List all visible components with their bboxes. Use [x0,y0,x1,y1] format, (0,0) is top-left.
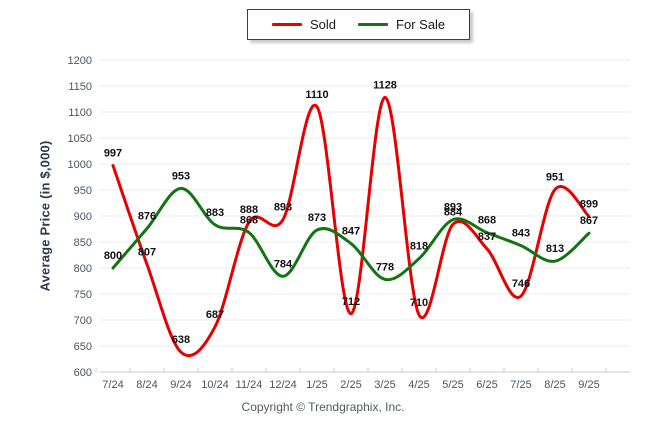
for-sale-point-label: 800 [104,250,122,262]
x-tick-label: 8/24 [136,379,157,391]
sold-point-label: 746 [512,278,530,290]
for-sale-point-label: 876 [138,210,156,222]
legend-label-for-sale: For Sale [396,17,446,32]
sold-point-label: 1128 [373,79,397,91]
y-tick-label: 950 [74,185,92,197]
x-tick-label: 2/25 [340,379,361,391]
sold-point-label: 837 [478,231,496,243]
x-tick-label: 4/25 [408,379,429,391]
for-sale-point-label: 843 [512,228,530,240]
sold-point-label: 997 [104,148,122,160]
y-tick-label: 1200 [68,55,92,67]
legend-item-for-sale: For Sale [358,17,445,32]
for-sale-point-label: 784 [274,258,293,270]
sold-point-label: 899 [580,199,598,211]
sold-point-label: 638 [172,334,190,346]
x-tick-label: 3/25 [374,379,395,391]
x-tick-label: 5/25 [442,379,463,391]
for-sale-point-label: 868 [478,215,496,227]
x-tick-label: 8/25 [544,379,565,391]
for-sale-point-label: 818 [410,241,428,253]
x-tick-label: 11/24 [236,379,263,391]
legend-label-sold: Sold [310,17,337,32]
x-tick-label: 12/24 [269,379,297,391]
for-sale-point-label: 867 [580,215,598,227]
sold-line [111,95,591,358]
sold-point-label: 1110 [305,89,328,101]
sold-point-label: 710 [410,297,428,309]
x-tick-label: 6/25 [476,379,497,391]
y-tick-label: 600 [74,367,92,379]
y-tick-label: 1000 [68,159,92,171]
for-sale-point-label: 953 [172,170,190,182]
for-sale-line [111,186,591,282]
for-sale-line-swatch-icon [358,23,389,26]
for-sale-point-label: 883 [206,207,224,219]
sold-point-label: 951 [546,171,564,183]
for-sale-point-label: 868 [240,215,258,227]
x-tick-label: 7/25 [510,379,531,391]
x-tick-label: 9/25 [578,379,599,391]
y-tick-label: 1050 [68,133,92,145]
sold-point-label: 884 [444,206,463,218]
price-trend-chart: 600 650 700 750 800 850 900 950 1000 1050 1100 1150… [68,55,630,391]
sold-point-label: 687 [206,309,224,321]
x-tick-label: 10/24 [201,379,229,391]
y-tick-label: 800 [74,263,92,275]
x-tick-label: 7/24 [102,379,123,391]
for-sale-point-label: 813 [546,243,564,255]
y-axis-title: Average Price (in $,000) [37,140,53,292]
for-sale-point-label: 893 [444,202,462,214]
legend-box: Sold For Sale [247,9,471,40]
y-tick-label: 750 [74,289,92,301]
legend-item-sold: Sold [272,17,336,32]
y-tick-label: 900 [74,211,92,223]
sold-line-swatch-icon [272,23,302,26]
y-tick-label: 700 [74,315,92,327]
y-tick-label: 1150 [68,81,92,93]
sold-point-label: 807 [138,246,156,258]
x-tick-label: 1/25 [306,379,327,391]
copyright-text: Copyright © Trendgraphix, Inc. [241,400,405,414]
for-sale-point-label: 847 [342,226,360,238]
x-tick-label: 9/24 [170,379,191,391]
for-sale-point-label: 873 [308,212,326,224]
y-tick-label: 850 [74,237,92,249]
y-tick-label: 650 [74,341,92,353]
for-sale-point-label: 778 [376,261,394,273]
sold-point-label: 712 [342,296,360,308]
sold-point-label: 888 [240,204,258,216]
sold-point-label: 893 [274,202,292,214]
y-tick-label: 1100 [68,107,92,119]
